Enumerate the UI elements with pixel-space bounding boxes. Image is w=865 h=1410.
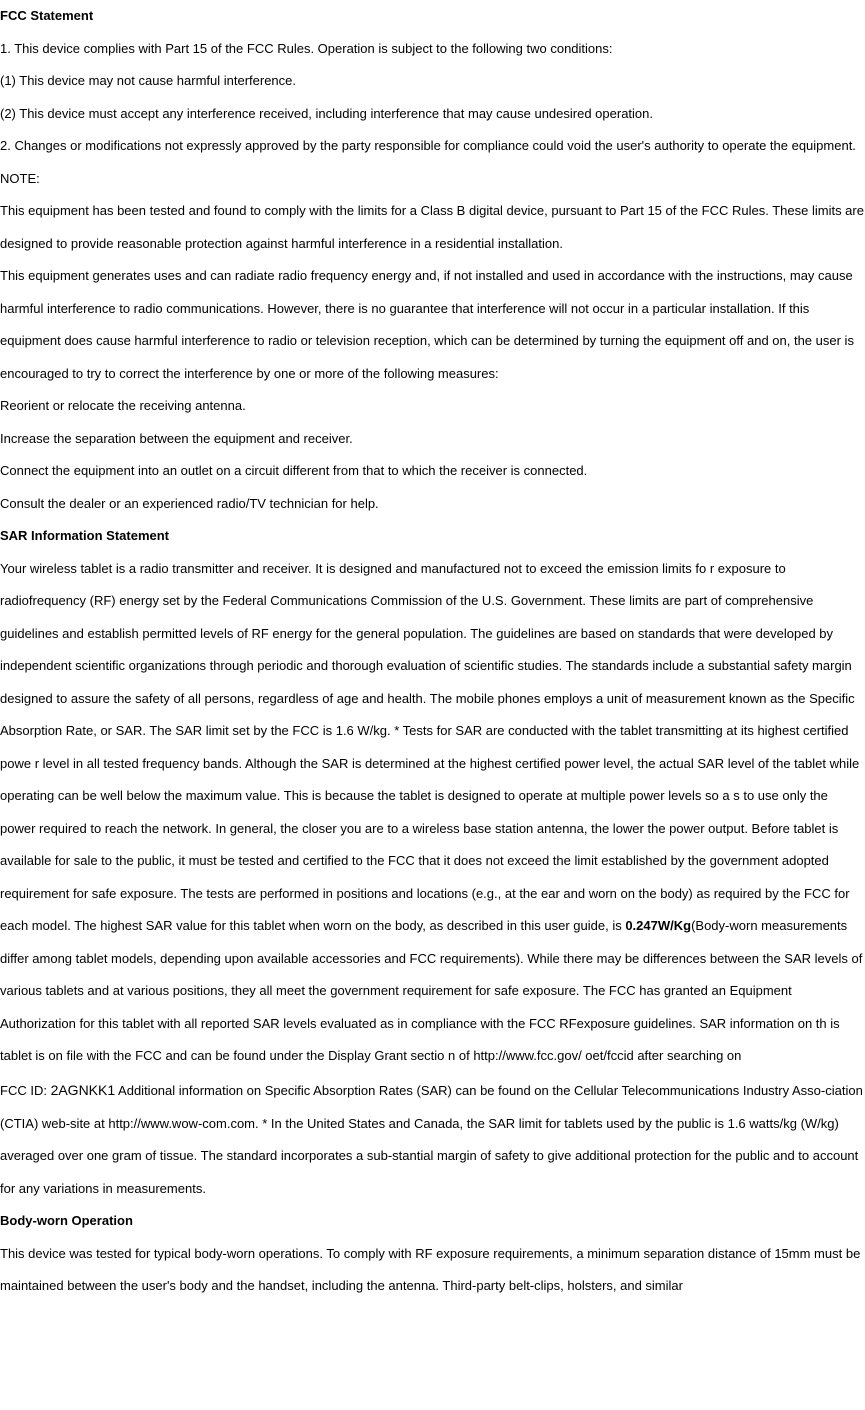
sar-value: 0.247W/Kg bbox=[625, 918, 691, 933]
paragraph-note2: This equipment generates uses and can ra… bbox=[0, 260, 865, 390]
paragraph-rule1: 1. This device complies with Part 15 of … bbox=[0, 33, 865, 66]
paragraph-body-worn: This device was tested for typical body-… bbox=[0, 1238, 865, 1303]
paragraph-condition2: (2) This device must accept any interfer… bbox=[0, 98, 865, 131]
paragraph-sar: Your wireless tablet is a radio transmit… bbox=[0, 553, 865, 1073]
sar-text-post: (Body-worn measurements differ among tab… bbox=[0, 918, 862, 1063]
paragraph-note-label: NOTE: bbox=[0, 163, 865, 196]
paragraph-measure3: Connect the equipment into an outlet on … bbox=[0, 455, 865, 488]
fcc-id-post: Additional information on Specific Absor… bbox=[0, 1083, 863, 1196]
fcc-id-label: FCC ID: bbox=[0, 1083, 51, 1098]
heading-fcc-statement: FCC Statement bbox=[0, 0, 865, 33]
paragraph-measure2: Increase the separation between the equi… bbox=[0, 423, 865, 456]
paragraph-condition1: (1) This device may not cause harmful in… bbox=[0, 65, 865, 98]
paragraph-note1: This equipment has been tested and found… bbox=[0, 195, 865, 260]
sar-text-pre: Your wireless tablet is a radio transmit… bbox=[0, 561, 859, 934]
heading-sar-statement: SAR Information Statement bbox=[0, 520, 865, 553]
paragraph-measure1: Reorient or relocate the receiving anten… bbox=[0, 390, 865, 423]
paragraph-measure4: Consult the dealer or an experienced rad… bbox=[0, 488, 865, 521]
heading-body-worn: Body-worn Operation bbox=[0, 1205, 865, 1238]
paragraph-fcc-id: FCC ID: 2AGNKK1 Additional information o… bbox=[0, 1073, 865, 1206]
paragraph-rule2: 2. Changes or modifications not expressl… bbox=[0, 130, 865, 163]
fcc-id-value: 2AGNKK1 bbox=[51, 1082, 116, 1098]
